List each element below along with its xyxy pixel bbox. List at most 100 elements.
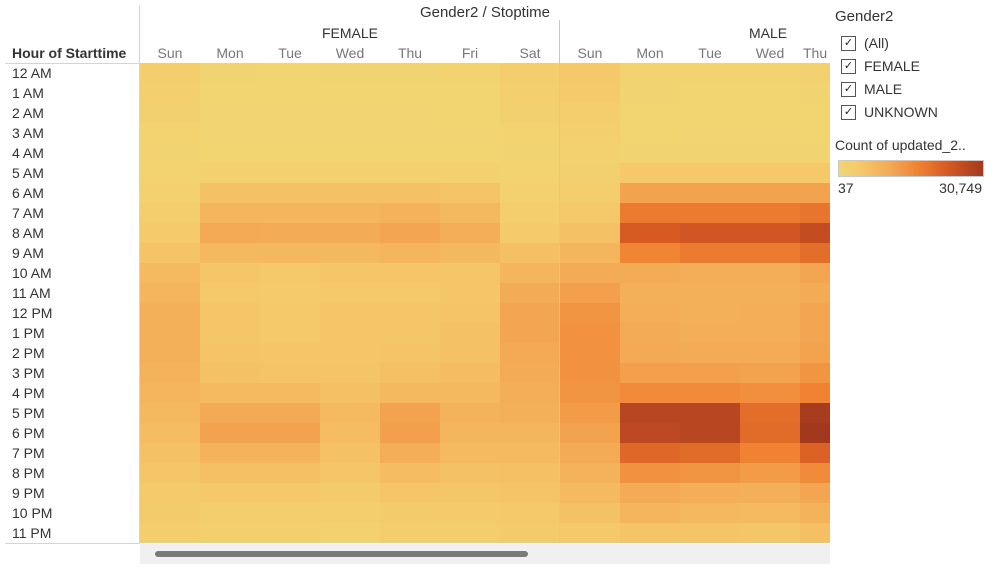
heatmap-cell[interactable] [560, 323, 620, 343]
heatmap-cell[interactable] [140, 343, 200, 363]
heatmap-cell[interactable] [500, 223, 560, 243]
heatmap-cell[interactable] [800, 203, 830, 223]
heatmap-cell[interactable] [560, 363, 620, 383]
heatmap-cell[interactable] [680, 303, 740, 323]
checkbox-checked-icon[interactable]: ✓ [841, 104, 856, 120]
heatmap-cell[interactable] [320, 363, 380, 383]
heatmap-cell[interactable] [140, 63, 200, 83]
heatmap-cell[interactable] [620, 183, 680, 203]
heatmap-cell[interactable] [380, 183, 440, 203]
heatmap-cell[interactable] [800, 463, 830, 483]
heatmap-cell[interactable] [620, 103, 680, 123]
heatmap-cell[interactable] [320, 183, 380, 203]
heatmap-cell[interactable] [740, 383, 800, 403]
heatmap-cell[interactable] [200, 203, 260, 223]
heatmap-cell[interactable] [380, 63, 440, 83]
heatmap-cell[interactable] [320, 503, 380, 523]
heatmap-cell[interactable] [200, 463, 260, 483]
heatmap-cell[interactable] [620, 483, 680, 503]
heatmap-cell[interactable] [440, 483, 500, 503]
heatmap-cell[interactable] [380, 443, 440, 463]
heatmap-cell[interactable] [380, 423, 440, 443]
heatmap-cell[interactable] [800, 263, 830, 283]
heatmap-cell[interactable] [620, 163, 680, 183]
heatmap-cell[interactable] [560, 343, 620, 363]
heatmap-cell[interactable] [500, 63, 560, 83]
heatmap-cell[interactable] [620, 263, 680, 283]
heatmap-cell[interactable] [560, 483, 620, 503]
heatmap-cell[interactable] [320, 123, 380, 143]
heatmap-cell[interactable] [500, 483, 560, 503]
heatmap-cell[interactable] [200, 123, 260, 143]
heatmap-cell[interactable] [260, 243, 320, 263]
heatmap-cell[interactable] [800, 483, 830, 503]
heatmap-cell[interactable] [440, 363, 500, 383]
heatmap-cell[interactable] [740, 243, 800, 263]
heatmap-cell[interactable] [620, 143, 680, 163]
heatmap-cell[interactable] [800, 303, 830, 323]
heatmap-cell[interactable] [500, 523, 560, 543]
heatmap-cell[interactable] [740, 483, 800, 503]
heatmap-cell[interactable] [140, 303, 200, 323]
heatmap-cell[interactable] [740, 223, 800, 243]
heatmap-cell[interactable] [680, 443, 740, 463]
heatmap-cell[interactable] [560, 503, 620, 523]
heatmap-cell[interactable] [320, 143, 380, 163]
heatmap-cell[interactable] [560, 123, 620, 143]
heatmap-cell[interactable] [800, 403, 830, 423]
heatmap-cell[interactable] [320, 343, 380, 363]
heatmap-cell[interactable] [200, 383, 260, 403]
heatmap-cell[interactable] [800, 123, 830, 143]
heatmap-cell[interactable] [740, 63, 800, 83]
heatmap-cell[interactable] [440, 303, 500, 323]
heatmap-cell[interactable] [440, 203, 500, 223]
heatmap-cell[interactable] [680, 503, 740, 523]
heatmap-cell[interactable] [800, 243, 830, 263]
heatmap-cell[interactable] [560, 83, 620, 103]
heatmap-cell[interactable] [260, 163, 320, 183]
heatmap-cell[interactable] [500, 183, 560, 203]
heatmap-cell[interactable] [800, 423, 830, 443]
heatmap-cell[interactable] [320, 523, 380, 543]
heatmap-cell[interactable] [380, 523, 440, 543]
heatmap-cell[interactable] [140, 263, 200, 283]
heatmap-cell[interactable] [260, 83, 320, 103]
heatmap-cell[interactable] [740, 263, 800, 283]
heatmap-cell[interactable] [620, 123, 680, 143]
heatmap-cell[interactable] [740, 443, 800, 463]
heatmap-cell[interactable] [140, 223, 200, 243]
heatmap-cell[interactable] [320, 423, 380, 443]
heatmap-cell[interactable] [560, 243, 620, 263]
heatmap-cell[interactable] [500, 403, 560, 423]
heatmap-cell[interactable] [380, 463, 440, 483]
heatmap-cell[interactable] [740, 343, 800, 363]
heatmap-cell[interactable] [680, 103, 740, 123]
heatmap-cell[interactable] [680, 83, 740, 103]
heatmap-cell[interactable] [320, 403, 380, 423]
heatmap-cell[interactable] [440, 183, 500, 203]
heatmap-cell[interactable] [560, 423, 620, 443]
heatmap-cell[interactable] [620, 83, 680, 103]
heatmap-cell[interactable] [320, 103, 380, 123]
heatmap-cell[interactable] [440, 463, 500, 483]
heatmap-cell[interactable] [620, 283, 680, 303]
heatmap-cell[interactable] [200, 103, 260, 123]
heatmap-cell[interactable] [740, 503, 800, 523]
heatmap-cell[interactable] [200, 143, 260, 163]
heatmap-cell[interactable] [740, 103, 800, 123]
heatmap-cell[interactable] [500, 363, 560, 383]
heatmap-cell[interactable] [800, 183, 830, 203]
heatmap-cell[interactable] [560, 63, 620, 83]
heatmap-cell[interactable] [560, 443, 620, 463]
heatmap-cell[interactable] [740, 123, 800, 143]
heatmap-cell[interactable] [800, 223, 830, 243]
heatmap-cell[interactable] [500, 103, 560, 123]
heatmap-cell[interactable] [320, 63, 380, 83]
heatmap-cell[interactable] [380, 243, 440, 263]
heatmap-cell[interactable] [260, 343, 320, 363]
heatmap-cell[interactable] [680, 523, 740, 543]
heatmap-cell[interactable] [320, 443, 380, 463]
heatmap-cell[interactable] [320, 243, 380, 263]
heatmap-cell[interactable] [260, 443, 320, 463]
heatmap-cell[interactable] [200, 403, 260, 423]
